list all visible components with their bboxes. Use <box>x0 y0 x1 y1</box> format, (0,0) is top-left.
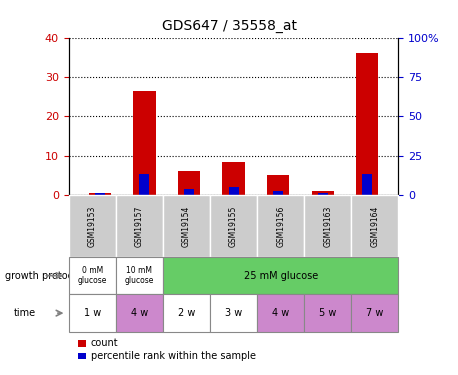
Text: GSM19154: GSM19154 <box>182 205 191 247</box>
Bar <box>267 176 289 195</box>
Text: GSM19155: GSM19155 <box>229 205 238 247</box>
Text: 10 mM
glucose: 10 mM glucose <box>125 266 154 285</box>
Text: GDS647 / 35558_at: GDS647 / 35558_at <box>162 19 296 33</box>
Bar <box>311 191 334 195</box>
Bar <box>223 162 245 195</box>
Text: GSM19153: GSM19153 <box>88 205 97 247</box>
Text: GSM19157: GSM19157 <box>135 205 144 247</box>
Text: 4 w: 4 w <box>272 308 289 318</box>
Text: growth protocol: growth protocol <box>5 271 81 280</box>
Text: 25 mM glucose: 25 mM glucose <box>244 271 318 280</box>
Text: GSM19164: GSM19164 <box>371 205 379 247</box>
Bar <box>95 194 105 195</box>
Text: 4 w: 4 w <box>131 308 148 318</box>
Bar <box>178 171 200 195</box>
Bar <box>89 193 111 195</box>
Text: 0 mM
glucose: 0 mM glucose <box>77 266 107 285</box>
Bar <box>356 53 378 195</box>
Text: 1 w: 1 w <box>84 308 101 318</box>
Text: GSM19156: GSM19156 <box>276 205 285 247</box>
Bar <box>318 194 328 195</box>
Bar <box>133 91 156 195</box>
Text: time: time <box>14 308 36 318</box>
Text: percentile rank within the sample: percentile rank within the sample <box>91 351 256 361</box>
Text: 2 w: 2 w <box>178 308 195 318</box>
Text: 3 w: 3 w <box>225 308 242 318</box>
Bar <box>229 187 239 195</box>
Text: GSM19163: GSM19163 <box>323 205 333 247</box>
Text: 7 w: 7 w <box>366 308 384 318</box>
Bar <box>273 191 283 195</box>
Bar <box>184 189 194 195</box>
Text: count: count <box>91 339 118 348</box>
Text: 5 w: 5 w <box>319 308 337 318</box>
Bar <box>362 174 372 195</box>
Bar <box>139 174 149 195</box>
